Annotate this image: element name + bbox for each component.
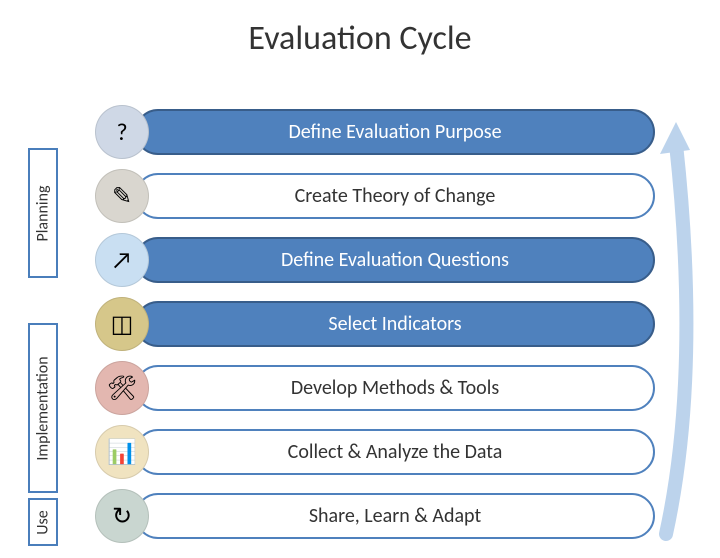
step-label: Define Evaluation Purpose <box>288 120 501 144</box>
cycle-icon: ↻ <box>95 489 149 543</box>
phase-label: Implementation <box>34 356 53 460</box>
question-icon: ? <box>95 105 149 159</box>
step-collect-analyze: 📊 Collect & Analyze the Data <box>95 424 655 480</box>
step-define-questions: ↗ Define Evaluation Questions <box>95 232 655 288</box>
step-bar: Create Theory of Change <box>135 173 655 219</box>
step-select-indicators: ◫ Select Indicators <box>95 296 655 352</box>
swatch-icon: ◫ <box>95 297 149 351</box>
step-share-learn-adapt: ↻ Share, Learn & Adapt <box>95 488 655 544</box>
pencil-icon: ✎ <box>95 169 149 223</box>
tools-icon: 🛠 <box>95 361 149 415</box>
phase-planning: Planning <box>28 148 58 278</box>
step-bar: Define Evaluation Purpose <box>135 109 655 155</box>
step-label: Develop Methods & Tools <box>291 376 499 400</box>
page-title: Evaluation Cycle <box>0 18 720 59</box>
phase-label: Planning <box>34 185 53 241</box>
step-label: Define Evaluation Questions <box>281 248 509 272</box>
step-bar: Share, Learn & Adapt <box>135 493 655 539</box>
step-bar: Develop Methods & Tools <box>135 365 655 411</box>
chart-icon: 📊 <box>95 425 149 479</box>
step-bar: Define Evaluation Questions <box>135 237 655 283</box>
step-theory-of-change: ✎ Create Theory of Change <box>95 168 655 224</box>
step-label: Select Indicators <box>328 312 461 336</box>
cycle-arrow-icon <box>646 114 706 546</box>
step-label: Collect & Analyze the Data <box>288 440 503 464</box>
step-label: Create Theory of Change <box>295 184 496 208</box>
step-define-purpose: ? Define Evaluation Purpose <box>95 104 655 160</box>
step-bar: Collect & Analyze the Data <box>135 429 655 475</box>
arrow-icon: ↗ <box>95 233 149 287</box>
phase-use: Use <box>28 498 58 546</box>
step-label: Share, Learn & Adapt <box>309 504 481 528</box>
step-bar: Select Indicators <box>135 301 655 347</box>
phase-label: Use <box>33 510 52 534</box>
phase-implementation: Implementation <box>28 323 58 493</box>
step-develop-methods: 🛠 Develop Methods & Tools <box>95 360 655 416</box>
